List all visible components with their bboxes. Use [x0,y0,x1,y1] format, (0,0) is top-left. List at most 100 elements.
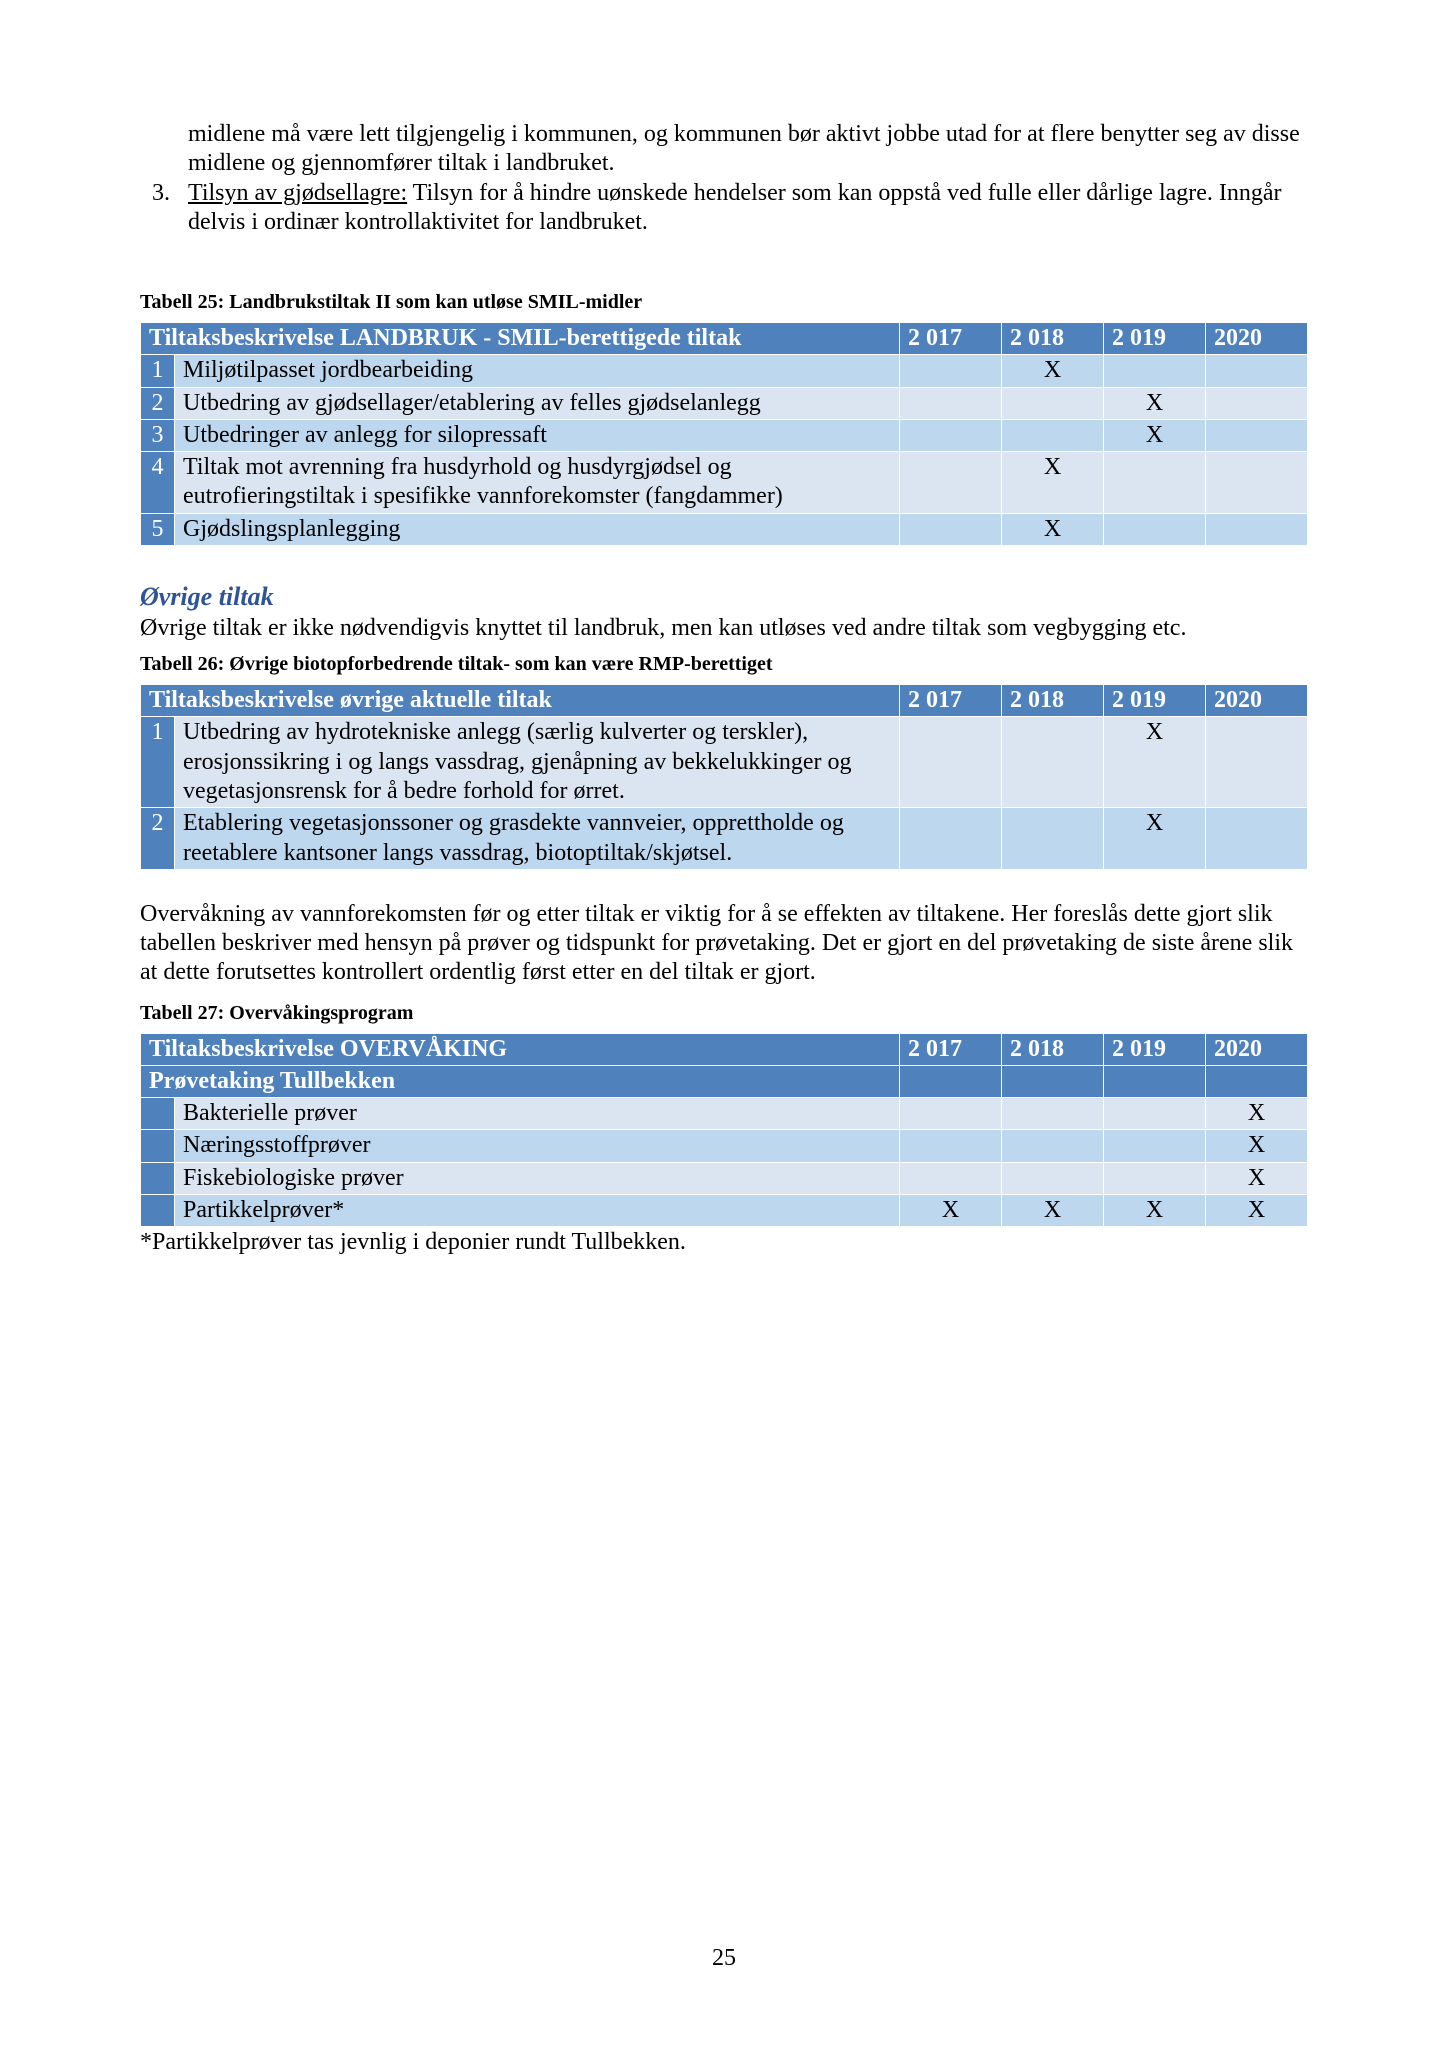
cell-2019 [1104,1130,1206,1162]
cell-2017 [900,513,1002,545]
table-row: 1 Utbedring av hydrotekniske anlegg (sær… [141,717,1308,808]
row-number: 5 [141,513,175,545]
cell-2017 [900,1162,1002,1194]
cell-2020 [1206,419,1308,451]
cell-2018: X [1002,1194,1104,1226]
th-2020: 2020 [1206,685,1308,717]
page-number: 25 [0,1945,1448,1972]
section-heading-ovrige: Øvrige tiltak [140,582,1308,612]
cell-2017: X [900,1194,1002,1226]
cell-2019 [1104,452,1206,514]
subhead-empty [1104,1065,1206,1097]
cell-2018 [1002,1098,1104,1130]
row-desc: Næringsstoffprøver [175,1130,900,1162]
cell-2017 [900,1098,1002,1130]
th-2017: 2 017 [900,685,1002,717]
cell-2019 [1104,513,1206,545]
cell-2017 [900,808,1002,870]
row-desc: Bakterielle prøver [175,1098,900,1130]
cell-2020 [1206,808,1308,870]
th-desc: Tiltaksbeskrivelse LANDBRUK - SMIL-beret… [141,323,900,355]
subhead-empty [1206,1065,1308,1097]
table-subheader-row: Prøvetaking Tullbekken [141,1065,1308,1097]
cell-2018 [1002,717,1104,808]
table-row: 5 Gjødslingsplanlegging X [141,513,1308,545]
row-desc: Utbedring av gjødsellager/etablering av … [175,387,900,419]
intro-paragraph: midlene må være lett tilgjengelig i komm… [188,120,1308,179]
table27: Tiltaksbeskrivelse OVERVÅKING 2 017 2 01… [140,1033,1308,1228]
cell-2018 [1002,1162,1104,1194]
table26: Tiltaksbeskrivelse øvrige aktuelle tilta… [140,684,1308,870]
table27-footnote: *Partikkelprøver tas jevnlig i deponier … [140,1229,1308,1256]
table-row: 1 Miljøtilpasset jordbearbeiding X [141,355,1308,387]
cell-2018 [1002,808,1104,870]
table27-caption: Tabell 27: Overvåkingsprogram [140,1002,1308,1025]
row-number [141,1130,175,1162]
cell-2017 [900,387,1002,419]
th-2018: 2 018 [1002,685,1104,717]
cell-2019: X [1104,717,1206,808]
table-header-row: Tiltaksbeskrivelse OVERVÅKING 2 017 2 01… [141,1033,1308,1065]
row-desc: Tiltak mot avrenning fra husdyrhold og h… [175,452,900,514]
row-desc: Gjødslingsplanlegging [175,513,900,545]
th-2018: 2 018 [1002,323,1104,355]
list-number: 3. [152,179,170,208]
cell-2018: X [1002,355,1104,387]
cell-2020 [1206,513,1308,545]
row-number: 1 [141,717,175,808]
cell-2018 [1002,387,1104,419]
cell-2018: X [1002,452,1104,514]
row-number [141,1098,175,1130]
table-row: Bakterielle prøver X [141,1098,1308,1130]
th-desc: Tiltaksbeskrivelse OVERVÅKING [141,1033,900,1065]
cell-2017 [900,717,1002,808]
cell-2020 [1206,717,1308,808]
row-desc: Etablering vegetasjonssoner og grasdekte… [175,808,900,870]
cell-2017 [900,1130,1002,1162]
table-row: 4 Tiltak mot avrenning fra husdyrhold og… [141,452,1308,514]
cell-2020: X [1206,1162,1308,1194]
subhead-label: Prøvetaking Tullbekken [141,1065,900,1097]
cell-2019: X [1104,387,1206,419]
list-item-3: 3. Tilsyn av gjødsellagre: Tilsyn for å … [140,179,1308,238]
table-header-row: Tiltaksbeskrivelse øvrige aktuelle tilta… [141,685,1308,717]
th-desc: Tiltaksbeskrivelse øvrige aktuelle tilta… [141,685,900,717]
row-desc: Utbedring av hydrotekniske anlegg (særli… [175,717,900,808]
cell-2020: X [1206,1130,1308,1162]
table-row: 3 Utbedringer av anlegg for silopressaft… [141,419,1308,451]
list-item-lead: Tilsyn av gjødsellagre: [188,180,407,206]
table-row: Fiskebiologiske prøver X [141,1162,1308,1194]
row-desc: Partikkelprøver* [175,1194,900,1226]
cell-2020: X [1206,1098,1308,1130]
row-desc: Miljøtilpasset jordbearbeiding [175,355,900,387]
cell-2017 [900,355,1002,387]
table-header-row: Tiltaksbeskrivelse LANDBRUK - SMIL-beret… [141,323,1308,355]
cell-2019: X [1104,808,1206,870]
table25-caption: Tabell 25: Landbrukstiltak II som kan ut… [140,291,1308,314]
th-2017: 2 017 [900,1033,1002,1065]
section3-paragraph: Overvåkning av vannforekomsten før og et… [140,900,1308,988]
cell-2018 [1002,1130,1104,1162]
cell-2019 [1104,1162,1206,1194]
row-number: 4 [141,452,175,514]
table-row: 2 Utbedring av gjødsellager/etablering a… [141,387,1308,419]
table26-caption: Tabell 26: Øvrige biotopforbedrende tilt… [140,653,1308,676]
subhead-empty [900,1065,1002,1097]
cell-2020 [1206,452,1308,514]
row-number [141,1162,175,1194]
intro-continuation: midlene må være lett tilgjengelig i komm… [140,120,1308,179]
th-2018: 2 018 [1002,1033,1104,1065]
row-number: 1 [141,355,175,387]
table-row: 2 Etablering vegetasjonssoner og grasdek… [141,808,1308,870]
cell-2018 [1002,419,1104,451]
cell-2020 [1206,387,1308,419]
th-2020: 2020 [1206,323,1308,355]
table-row: Næringsstoffprøver X [141,1130,1308,1162]
th-2019: 2 019 [1104,323,1206,355]
row-number: 2 [141,808,175,870]
cell-2019: X [1104,1194,1206,1226]
th-2020: 2020 [1206,1033,1308,1065]
row-number: 3 [141,419,175,451]
cell-2019 [1104,1098,1206,1130]
cell-2019: X [1104,419,1206,451]
